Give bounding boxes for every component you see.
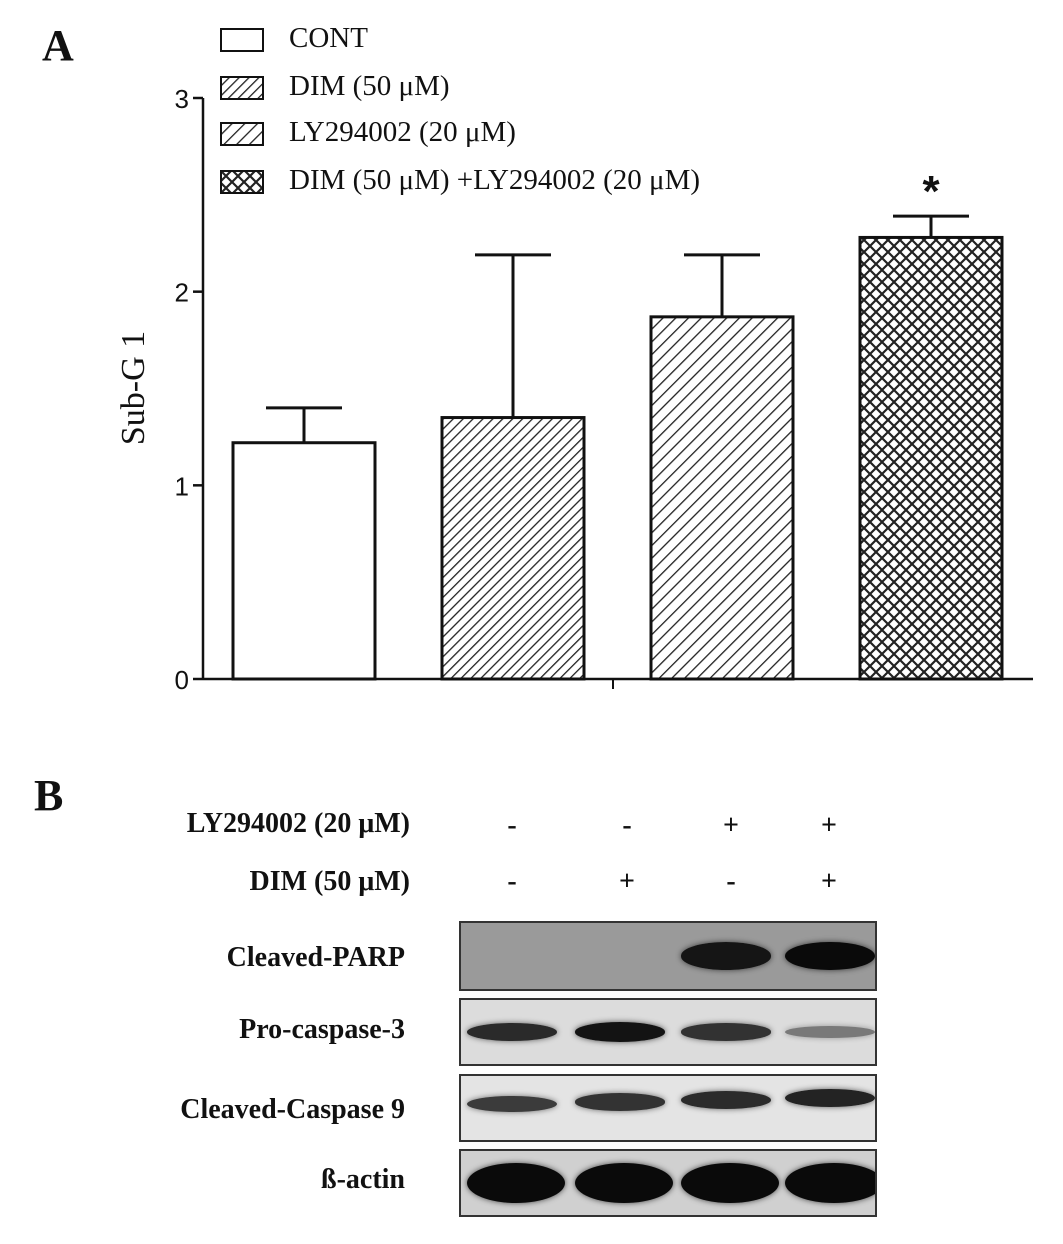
- bar: [231, 441, 377, 681]
- condition-sign: +: [723, 810, 739, 841]
- blot-band: [467, 1023, 557, 1041]
- blot-band: [467, 1163, 565, 1203]
- blot-band: [575, 1163, 673, 1203]
- panel-b-letter: B: [34, 771, 64, 820]
- legend-label-cont: CONT: [289, 22, 368, 54]
- legend-swatch-combo: [220, 170, 264, 194]
- row-label-b-actin: ß-actin: [321, 1164, 405, 1195]
- y-tick-label: 1: [175, 471, 189, 501]
- row-label-pro-caspase-3: Pro-caspase-3: [239, 1014, 405, 1045]
- condition-sign: -: [622, 810, 632, 841]
- blot-band: [575, 1093, 665, 1111]
- blot-strip-cleaved-caspase-9: [459, 1074, 877, 1142]
- panel-a-letter: A: [42, 21, 74, 70]
- legend-label-ly: LY294002 (20 μM): [289, 116, 516, 148]
- condition-sign: -: [726, 866, 736, 897]
- blot-band: [681, 1091, 771, 1109]
- condition-sign: -: [507, 866, 517, 897]
- condition-label-dim: DIM (50 μM): [249, 866, 411, 897]
- bar: [649, 315, 795, 681]
- blot-band: [681, 1023, 771, 1041]
- blot-strip-b-actin: [459, 1149, 877, 1217]
- blot-band: [785, 1088, 875, 1108]
- bar: [440, 416, 586, 681]
- blot-band: [681, 942, 771, 970]
- legend-swatch-dim: [220, 76, 264, 100]
- blot-band: [681, 1163, 779, 1203]
- y-tick-label: 0: [175, 665, 189, 695]
- condition-sign: +: [821, 810, 837, 841]
- legend-swatch-ly: [220, 122, 264, 146]
- blot-band: [785, 941, 875, 971]
- legend-swatch-cont: [220, 28, 264, 52]
- y-tick-label: 3: [175, 84, 189, 114]
- condition-sign: +: [619, 866, 635, 897]
- bar: [858, 235, 1004, 681]
- significance-marker: *: [922, 167, 940, 216]
- blot-strip-pro-caspase-3: [459, 998, 877, 1066]
- condition-sign: +: [821, 866, 837, 897]
- blot-band: [467, 1095, 557, 1113]
- blot-band: [785, 1025, 875, 1039]
- y-tick-label: 2: [175, 278, 189, 308]
- condition-label-ly: LY294002 (20 μM): [186, 808, 410, 839]
- blot-strip-cleaved-parp: [459, 921, 877, 991]
- blot-band: [575, 1022, 665, 1042]
- y-axis-label: Sub-G 1: [115, 331, 152, 445]
- legend-label-dim: DIM (50 μM): [289, 70, 450, 102]
- blot-band: [785, 1163, 875, 1203]
- row-label-cleaved-caspase-9: Cleaved-Caspase 9: [180, 1094, 405, 1125]
- bar-chart: 0 1 2 3 Sub-G 1 *: [115, 84, 1033, 695]
- row-label-cleaved-parp: Cleaved-PARP: [226, 942, 405, 973]
- condition-sign: -: [507, 810, 517, 841]
- legend-label-combo: DIM (50 μM) +LY294002 (20 μM): [289, 164, 701, 196]
